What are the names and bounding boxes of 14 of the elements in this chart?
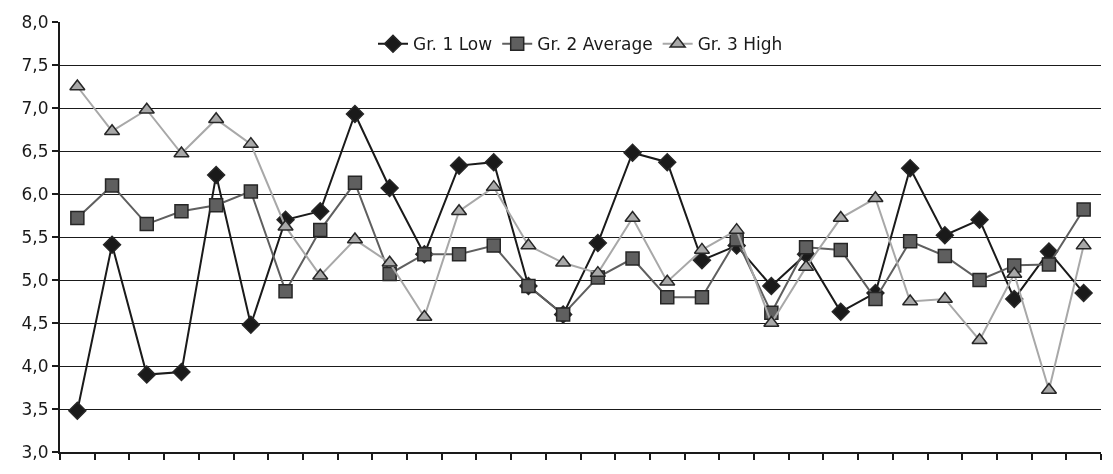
y-tick-label: 7,0 xyxy=(21,97,49,118)
y-tick-label: 5,5 xyxy=(21,226,49,247)
y-tick-label: 4,0 xyxy=(21,355,49,376)
y-tick-label: 3,5 xyxy=(21,398,49,419)
y-tick-label: 3,0 xyxy=(21,441,49,462)
y-tick-label: 5,0 xyxy=(21,269,49,290)
y-tick-label: 6,0 xyxy=(21,183,49,204)
y-tick-label: 8,0 xyxy=(21,11,49,32)
legend-label: Gr. 3 High xyxy=(697,34,783,55)
legend-label: Gr. 1 Low xyxy=(413,34,493,55)
y-tick-label: 4,5 xyxy=(21,312,49,333)
legend-label: Gr. 2 Average xyxy=(537,34,653,55)
y-tick-label: 6,5 xyxy=(21,140,49,161)
y-tick-label: 7,5 xyxy=(21,54,49,75)
